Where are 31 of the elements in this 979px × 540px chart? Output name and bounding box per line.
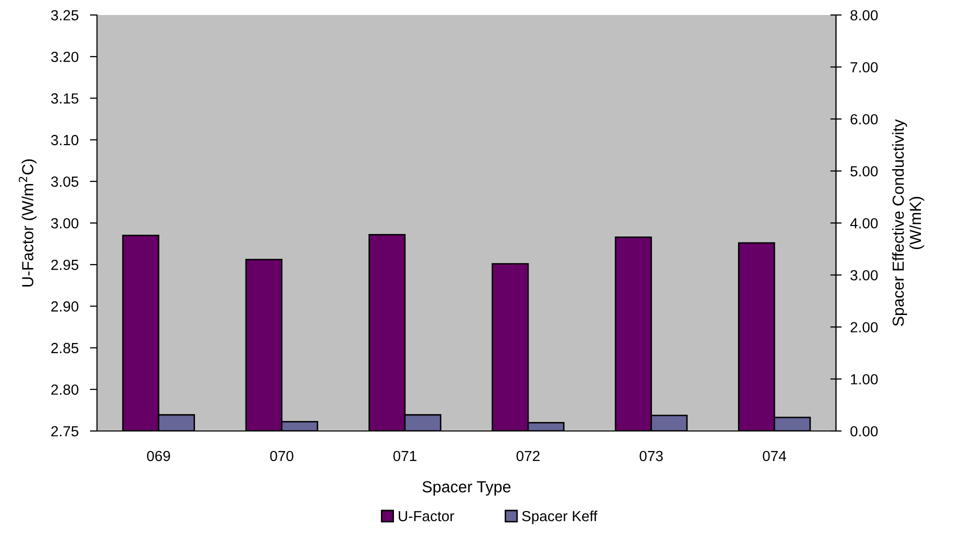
- y2-tick-label: 4.00: [850, 218, 878, 228]
- y2-tick-label: 7.00: [850, 62, 878, 72]
- legend-label: U-Factor: [398, 511, 454, 522]
- legend-label: Spacer Keff: [522, 510, 598, 524]
- y-tick-label: 3.00: [51, 218, 78, 228]
- y-tick-label: 2.75: [51, 426, 78, 436]
- y2-tick-label: 3.00: [850, 270, 878, 280]
- y2-tick-label: 6.00: [850, 114, 878, 124]
- y-tick-label: 2.90: [51, 301, 78, 312]
- y2-tick-label: 0.00: [850, 426, 878, 436]
- y2-tick-label: 5.00: [850, 166, 878, 176]
- y-axis-title: U-Factor (W/m$^{2}$C): [18, 159, 37, 286]
- y2-tick-label: 2.00: [850, 322, 878, 332]
- y2-tick-label: 8.00: [850, 10, 878, 20]
- x-tick-label: 074: [762, 450, 786, 462]
- y-tick-label: 2.80: [51, 384, 78, 395]
- y-tick-label: 3.10: [51, 134, 78, 146]
- y-tick-label: 3.05: [51, 176, 78, 187]
- x-axis-title: Spacer Type: [422, 481, 510, 496]
- x-tick-label: 072: [516, 450, 540, 462]
- x-tick-label: 070: [270, 450, 294, 462]
- y-tick-label: 3.20: [51, 52, 78, 62]
- x-tick-label: 073: [640, 450, 663, 462]
- x-tick-label: 069: [146, 450, 170, 462]
- y-tick-label: 2.95: [51, 260, 78, 270]
- y2-axis-title: Spacer Effective Conductivity (W/mK): [892, 119, 924, 326]
- x-tick-label: 071: [393, 450, 416, 462]
- y-tick-label: 3.25: [51, 10, 78, 20]
- y-tick-label: 2.85: [51, 342, 78, 354]
- y2-tick-label: 1.00: [851, 374, 878, 384]
- y-tick-label: 3.15: [51, 93, 78, 104]
